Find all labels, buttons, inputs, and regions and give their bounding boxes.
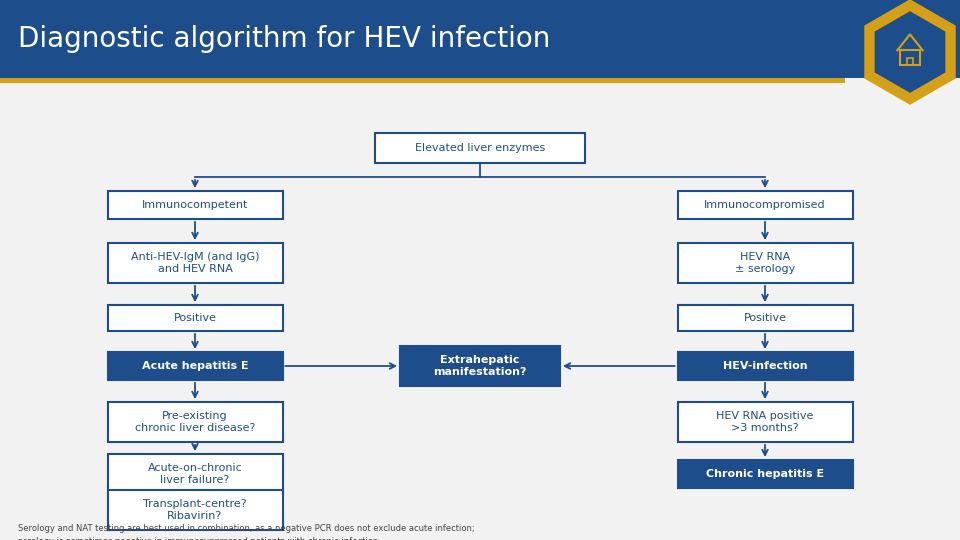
Bar <box>0 0 960 78</box>
Text: HEV RNA positive
>3 months?: HEV RNA positive >3 months? <box>716 411 814 433</box>
Text: Immunocompromised: Immunocompromised <box>705 200 826 210</box>
Text: Chronic hepatitis E: Chronic hepatitis E <box>706 469 824 479</box>
Text: Extrahepatic
manifestation?: Extrahepatic manifestation? <box>433 355 527 377</box>
Bar <box>108 454 282 494</box>
Bar <box>678 243 852 283</box>
Text: Immunocompetent: Immunocompetent <box>142 200 249 210</box>
Bar <box>900 50 920 65</box>
Text: Positive: Positive <box>174 313 217 323</box>
Text: Positive: Positive <box>743 313 786 323</box>
Text: Acute-on-chronic
liver failure?: Acute-on-chronic liver failure? <box>148 463 242 485</box>
Bar <box>678 352 852 380</box>
Bar <box>108 402 282 442</box>
Text: HEV-infection: HEV-infection <box>723 361 807 371</box>
Bar <box>375 133 585 163</box>
Polygon shape <box>876 12 945 92</box>
Bar <box>0 78 845 83</box>
Text: Elevated liver enzymes: Elevated liver enzymes <box>415 143 545 153</box>
Bar <box>108 243 282 283</box>
Bar <box>108 490 282 530</box>
Text: Acute hepatitis E: Acute hepatitis E <box>142 361 249 371</box>
Bar <box>907 58 913 65</box>
Text: Transplant-centre?
Ribavirin?: Transplant-centre? Ribavirin? <box>143 499 247 521</box>
Bar <box>108 191 282 219</box>
Bar <box>108 305 282 331</box>
Bar <box>678 191 852 219</box>
Text: HEV RNA
± serology: HEV RNA ± serology <box>734 252 795 274</box>
Bar <box>0 83 845 86</box>
Text: Anti-HEV-IgM (and IgG)
and HEV RNA: Anti-HEV-IgM (and IgG) and HEV RNA <box>131 252 259 274</box>
Bar <box>678 460 852 488</box>
Bar <box>108 352 282 380</box>
Text: Serology and NAT testing are best used in combination, as a negative PCR does no: Serology and NAT testing are best used i… <box>18 524 474 540</box>
Bar <box>400 346 560 386</box>
Text: Diagnostic algorithm for HEV infection: Diagnostic algorithm for HEV infection <box>18 25 550 53</box>
Polygon shape <box>865 0 955 104</box>
Bar <box>678 305 852 331</box>
Bar <box>678 402 852 442</box>
Text: Pre-existing
chronic liver disease?: Pre-existing chronic liver disease? <box>134 411 255 433</box>
